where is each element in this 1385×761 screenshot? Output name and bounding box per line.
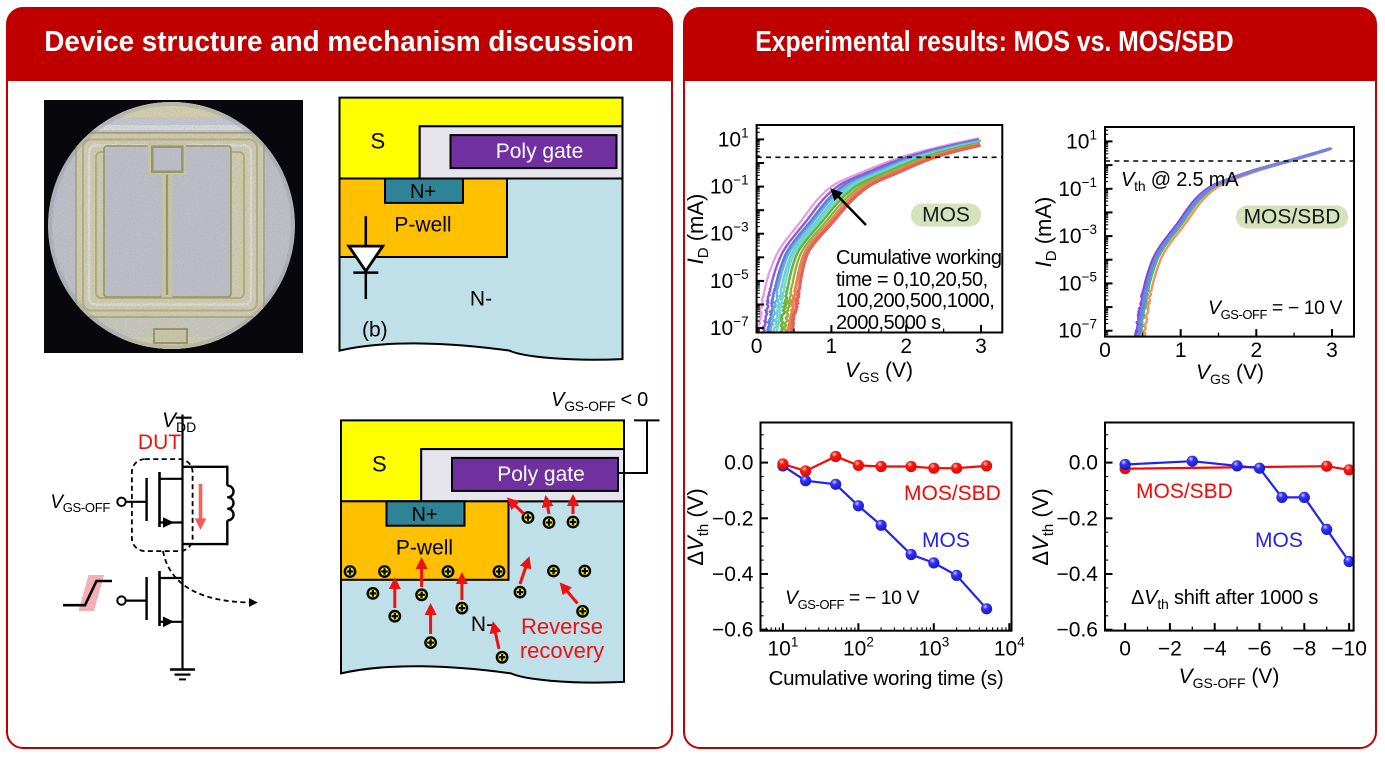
- svg-text:VGS (V): VGS (V): [845, 359, 913, 385]
- svg-text:N-: N-: [471, 613, 493, 636]
- svg-text:−0.6: −0.6: [1057, 619, 1098, 642]
- svg-text:−2: −2: [1158, 638, 1182, 661]
- svg-text:N+: N+: [410, 181, 436, 203]
- svg-text:time = 0,10,20,50,: time = 0,10,20,50,: [836, 269, 988, 291]
- svg-text:−0.4: −0.4: [712, 563, 754, 586]
- svg-text:recovery: recovery: [520, 638, 604, 663]
- svg-text:Cumulative working: Cumulative working: [836, 247, 1002, 269]
- svg-text:1: 1: [826, 335, 838, 358]
- svg-text:−0.2: −0.2: [1057, 507, 1098, 530]
- svg-text:−0.6: −0.6: [712, 619, 753, 642]
- svg-text:2: 2: [1250, 339, 1262, 362]
- svg-text:(b): (b): [362, 319, 388, 342]
- svg-text:0.0: 0.0: [724, 452, 753, 475]
- svg-text:3: 3: [975, 335, 987, 358]
- svg-text:103: 103: [918, 635, 949, 661]
- svg-text:−0.2: −0.2: [712, 507, 753, 530]
- svg-text:10−1: 10−1: [710, 173, 749, 199]
- svg-text:ΔVth (V): ΔVth (V): [1028, 488, 1057, 565]
- svg-text:−4: −4: [1203, 638, 1227, 661]
- svg-text:101: 101: [718, 125, 749, 151]
- svg-text:10−5: 10−5: [710, 267, 749, 293]
- svg-text:VGS-OFF (V): VGS-OFF (V): [1179, 665, 1280, 691]
- svg-text:MOS/SBD: MOS/SBD: [904, 482, 1001, 505]
- svg-text:VGS-OFF < 0: VGS-OFF < 0: [551, 389, 648, 414]
- svg-text:0: 0: [1119, 638, 1131, 661]
- svg-text:N-: N-: [470, 288, 492, 311]
- svg-text:101: 101: [767, 635, 798, 661]
- svg-text:Poly gate: Poly gate: [497, 463, 585, 486]
- svg-text:3: 3: [1326, 339, 1338, 362]
- svg-text:P-well: P-well: [394, 214, 451, 237]
- svg-text:1: 1: [1175, 339, 1187, 362]
- svg-text:N+: N+: [411, 504, 437, 526]
- svg-text:ΔVth (V): ΔVth (V): [683, 488, 712, 565]
- svg-text:10−7: 10−7: [710, 314, 749, 340]
- svg-text:VGS (V): VGS (V): [1196, 361, 1264, 387]
- svg-text:DUT: DUT: [138, 431, 181, 454]
- svg-text:MOS/SBD: MOS/SBD: [1136, 480, 1233, 503]
- svg-text:VGS-OFF = − 10 V: VGS-OFF = − 10 V: [1208, 297, 1343, 322]
- svg-text:P-well: P-well: [396, 536, 453, 559]
- svg-text:100,200,500,1000,: 100,200,500,1000,: [836, 290, 994, 312]
- svg-text:MOS: MOS: [922, 529, 970, 552]
- svg-text:0: 0: [751, 335, 763, 358]
- svg-text:Poly gate: Poly gate: [496, 140, 584, 163]
- svg-text:Vth @ 2.5 mA: Vth @ 2.5 mA: [1121, 169, 1239, 194]
- svg-text:10−5: 10−5: [1058, 269, 1097, 295]
- svg-text:10−3: 10−3: [1058, 222, 1097, 248]
- svg-text:Reverse: Reverse: [521, 614, 603, 639]
- svg-text:VGS-OFF = − 10 V: VGS-OFF = − 10 V: [785, 587, 920, 612]
- svg-text:ΔVth shift after 1000 s: ΔVth shift after 1000 s: [1131, 587, 1318, 612]
- svg-text:Cumulative woring time (s): Cumulative woring time (s): [769, 667, 1004, 690]
- svg-text:ID (mA): ID (mA): [1031, 197, 1060, 268]
- svg-text:2000,5000 s: 2000,5000 s: [836, 312, 941, 334]
- svg-text:−6: −6: [1248, 638, 1272, 661]
- svg-text:MOS/SBD: MOS/SBD: [1244, 206, 1341, 229]
- svg-text:MOS: MOS: [922, 204, 970, 227]
- svg-text:101: 101: [1066, 127, 1097, 153]
- svg-text:10−3: 10−3: [710, 220, 749, 246]
- svg-text:MOS: MOS: [1255, 529, 1303, 552]
- svg-text:−0.4: −0.4: [1057, 563, 1099, 586]
- svg-text:ID (mA): ID (mA): [683, 194, 712, 265]
- svg-text:VGS-OFF: VGS-OFF: [50, 492, 110, 515]
- svg-text:102: 102: [843, 635, 874, 661]
- svg-text:−10: −10: [1331, 638, 1367, 661]
- svg-text:−8: −8: [1292, 638, 1316, 661]
- svg-text:104: 104: [994, 635, 1025, 661]
- svg-text:0: 0: [1099, 339, 1111, 362]
- svg-text:2: 2: [900, 335, 912, 358]
- svg-text:S: S: [371, 129, 386, 154]
- svg-text:0.0: 0.0: [1069, 452, 1098, 475]
- svg-text:10−1: 10−1: [1058, 175, 1097, 201]
- svg-text:S: S: [372, 451, 387, 476]
- svg-text:10−7: 10−7: [1058, 317, 1097, 343]
